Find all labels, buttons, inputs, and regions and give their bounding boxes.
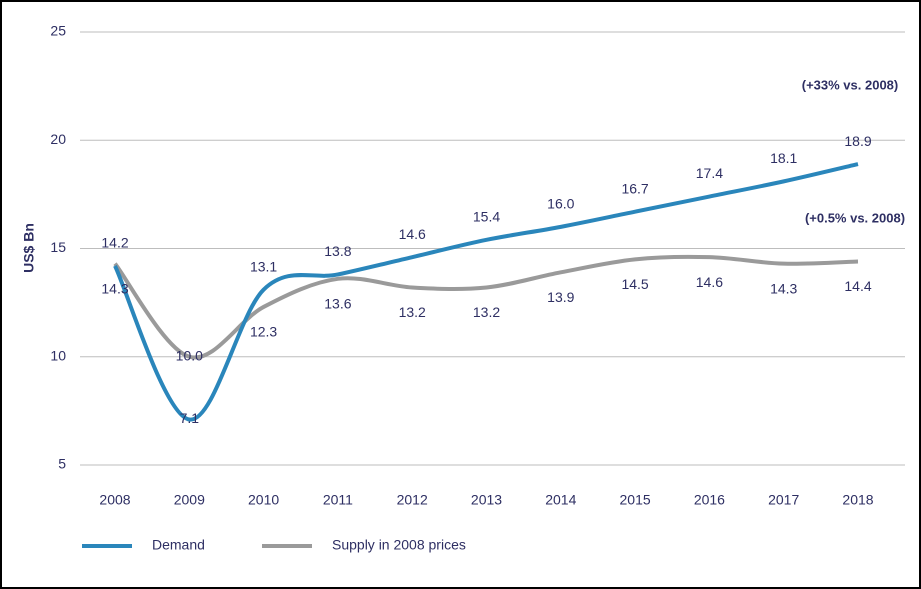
data-label: 13.2 bbox=[399, 304, 426, 320]
data-label: 13.9 bbox=[547, 289, 574, 305]
data-label: 14.6 bbox=[399, 226, 426, 242]
y-axis-label: US$ Bn bbox=[21, 223, 37, 273]
annotation: (+33% vs. 2008) bbox=[802, 77, 898, 92]
x-tick-label: 2016 bbox=[694, 492, 725, 508]
data-label: 13.1 bbox=[250, 258, 277, 274]
data-label: 18.9 bbox=[844, 133, 871, 149]
data-label: 14.4 bbox=[844, 278, 871, 294]
data-label: 13.8 bbox=[324, 243, 351, 259]
data-label: 14.5 bbox=[621, 276, 648, 292]
data-label: 10.0 bbox=[176, 347, 203, 363]
series-line bbox=[113, 162, 859, 422]
x-tick-label: 2010 bbox=[248, 492, 279, 508]
legend-label: Supply in 2008 prices bbox=[332, 537, 466, 553]
x-tick-label: 2008 bbox=[99, 492, 130, 508]
data-label: 16.0 bbox=[547, 196, 574, 212]
x-tick-label: 2014 bbox=[545, 492, 576, 508]
data-label: 17.4 bbox=[696, 165, 723, 181]
data-label: 14.6 bbox=[696, 274, 723, 290]
data-label: 14.2 bbox=[101, 235, 128, 251]
y-tick-label: 10 bbox=[50, 347, 66, 363]
x-tick-label: 2009 bbox=[174, 492, 205, 508]
data-label: 13.6 bbox=[324, 296, 351, 312]
y-tick-label: 25 bbox=[50, 23, 66, 39]
x-tick-label: 2018 bbox=[842, 492, 873, 508]
legend-label: Demand bbox=[152, 537, 205, 553]
annotation: (+0.5% vs. 2008) bbox=[805, 210, 905, 225]
data-label: 14.3 bbox=[770, 280, 797, 296]
data-label: 15.4 bbox=[473, 209, 500, 225]
data-label: 18.1 bbox=[770, 150, 797, 166]
x-tick-label: 2015 bbox=[620, 492, 651, 508]
data-label: 12.3 bbox=[250, 324, 277, 340]
x-tick-label: 2017 bbox=[768, 492, 799, 508]
data-label: 7.1 bbox=[180, 410, 200, 426]
y-tick-label: 15 bbox=[50, 239, 66, 255]
series-line bbox=[113, 254, 859, 360]
y-tick-label: 20 bbox=[50, 131, 66, 147]
x-tick-label: 2011 bbox=[323, 492, 353, 508]
data-label: 14.3 bbox=[101, 280, 128, 296]
data-label: 16.7 bbox=[621, 180, 648, 196]
x-tick-label: 2013 bbox=[471, 492, 502, 508]
x-tick-label: 2012 bbox=[397, 492, 428, 508]
data-label: 13.2 bbox=[473, 304, 500, 320]
y-tick-label: 5 bbox=[58, 456, 66, 472]
